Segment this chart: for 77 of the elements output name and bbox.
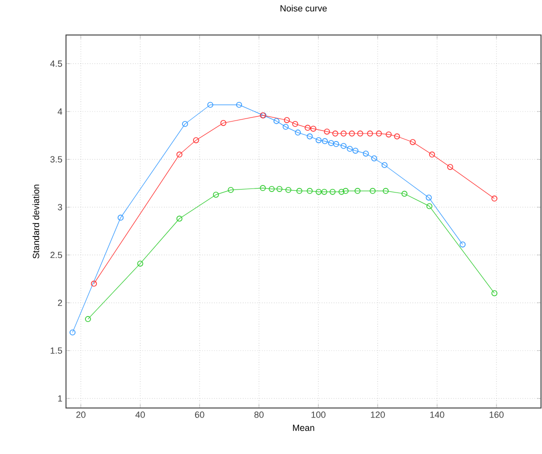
point [346, 146, 353, 152]
point [182, 120, 188, 127]
point [426, 194, 432, 201]
point [340, 130, 347, 136]
y-tick-label: 2.5 [50, 252, 62, 258]
point [260, 185, 266, 192]
point [357, 130, 364, 136]
point [333, 141, 340, 148]
x-tick-label: 100 [312, 412, 326, 418]
x-tick-label: 40 [135, 412, 145, 418]
y-tick-label: 4.5 [50, 60, 62, 67]
x-axis-title: Mean [293, 424, 314, 431]
x-tick-label: 140 [430, 412, 444, 418]
x-tick-label: 20 [76, 412, 86, 418]
point [176, 216, 182, 222]
point [276, 186, 282, 192]
point [236, 102, 242, 108]
y-tick-label: 3.5 [50, 156, 62, 163]
y-tick-label: 1 [58, 395, 62, 402]
point [367, 130, 373, 136]
chart-title: Noise curve [280, 4, 327, 12]
point [118, 214, 124, 221]
point [371, 155, 378, 162]
point [322, 138, 328, 144]
point [324, 128, 330, 135]
y-tick-label: 4 [58, 108, 62, 115]
point [401, 190, 408, 197]
x-tick-label: 80 [254, 412, 264, 418]
point [376, 130, 382, 136]
point [285, 186, 292, 193]
point [321, 188, 328, 195]
point [330, 188, 336, 195]
point [386, 131, 392, 138]
x-tick-label: 60 [195, 412, 204, 418]
point [292, 120, 298, 127]
point [316, 188, 322, 195]
point [296, 188, 302, 194]
y-axis-title: Standard deviation [32, 184, 40, 258]
point [362, 150, 369, 157]
y-tick-label: 2 [58, 300, 62, 306]
point [137, 260, 144, 267]
point [207, 102, 214, 108]
point [316, 137, 322, 144]
point [382, 162, 388, 168]
point [342, 188, 349, 194]
point [394, 133, 400, 140]
point [220, 120, 226, 126]
x-tick-label: 120 [370, 412, 385, 418]
point [447, 164, 454, 170]
point [228, 186, 234, 193]
point [176, 152, 182, 158]
point [306, 188, 313, 194]
point [268, 186, 275, 192]
point [304, 124, 311, 131]
point [426, 203, 432, 210]
point [193, 137, 200, 144]
point [274, 118, 280, 124]
point [284, 117, 290, 124]
point [429, 152, 436, 158]
point [306, 133, 313, 140]
point [382, 188, 389, 194]
point [332, 130, 338, 136]
point [354, 188, 361, 194]
point [294, 130, 301, 136]
point [282, 124, 289, 130]
x-tick-label: 160 [490, 412, 504, 418]
point [340, 142, 347, 149]
point [352, 148, 358, 154]
point [212, 192, 219, 198]
point [410, 139, 416, 146]
point [310, 126, 316, 132]
y-tick-label: 1.5 [50, 347, 62, 354]
point [328, 140, 334, 146]
y-tick-label: 3 [58, 204, 62, 210]
point [370, 188, 376, 194]
point [348, 130, 355, 136]
point [338, 188, 344, 195]
